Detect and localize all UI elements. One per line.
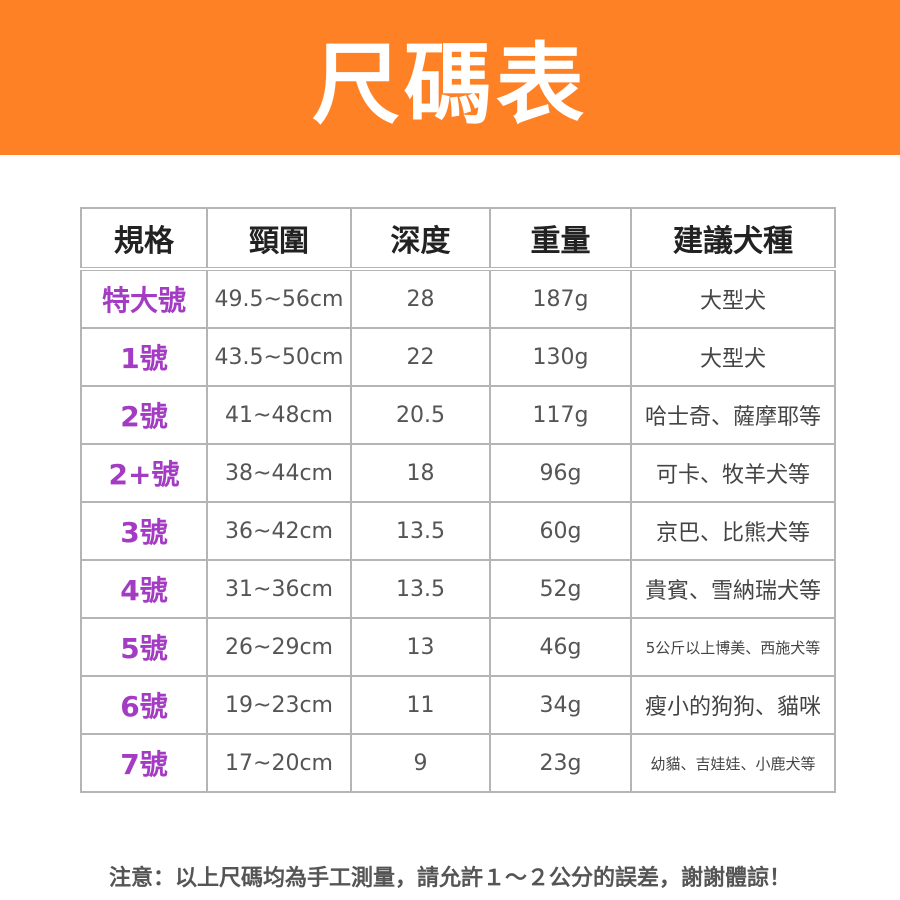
cell-neck: 43.5~50cm — [206, 327, 352, 387]
measurement-note: 注意：以上尺碼均為手工測量，請允許１～２公分的誤差，謝謝體諒！ — [108, 866, 791, 891]
table-row: 2+號 38~44cm 18 96g 可卡、牧羊犬等 — [80, 443, 836, 503]
cell-depth: 13.5 — [350, 559, 491, 619]
cell-depth: 22 — [350, 327, 491, 387]
cell-weight: 117g — [489, 385, 632, 445]
cell-weight: 130g — [489, 327, 632, 387]
cell-size: 3號 — [80, 501, 208, 561]
cell-breed: 哈士奇、薩摩耶等 — [630, 385, 836, 445]
table-row: 7號 17~20cm 9 23g 幼貓、吉娃娃、小鹿犬等 — [80, 733, 836, 793]
cell-weight: 187g — [489, 268, 632, 329]
cell-size: 特大號 — [80, 268, 208, 329]
cell-weight: 46g — [489, 617, 632, 677]
header-col-breed: 建議犬種 — [630, 207, 836, 271]
cell-weight: 96g — [489, 443, 632, 503]
header-col-depth: 深度 — [350, 207, 491, 271]
cell-size: 5號 — [80, 617, 208, 677]
table-row: 1號 43.5~50cm 22 130g 大型犬 — [80, 327, 836, 387]
cell-depth: 18 — [350, 443, 491, 503]
header-col-neck: 頸圍 — [206, 207, 352, 271]
cell-weight: 52g — [489, 559, 632, 619]
cell-weight: 34g — [489, 675, 632, 735]
title-banner: 尺碼表 — [0, 0, 900, 155]
cell-size: 4號 — [80, 559, 208, 619]
cell-neck: 49.5~56cm — [206, 268, 352, 329]
page-title: 尺碼表 — [311, 33, 588, 136]
cell-size: 1號 — [80, 327, 208, 387]
cell-breed: 可卡、牧羊犬等 — [630, 443, 836, 503]
cell-depth: 11 — [350, 675, 491, 735]
cell-depth: 9 — [350, 733, 491, 793]
table-row: 6號 19~23cm 11 34g 瘦小的狗狗、貓咪 — [80, 675, 836, 735]
table-row: 3號 36~42cm 13.5 60g 京巴、比熊犬等 — [80, 501, 836, 561]
cell-neck: 41~48cm — [206, 385, 352, 445]
header-col-size: 規格 — [80, 207, 208, 271]
cell-breed: 幼貓、吉娃娃、小鹿犬等 — [630, 733, 836, 793]
cell-neck: 38~44cm — [206, 443, 352, 503]
table-row: 4號 31~36cm 13.5 52g 貴賓、雪納瑞犬等 — [80, 559, 836, 619]
cell-size: 7號 — [80, 733, 208, 793]
table-header-row: 規格 頸圍 深度 重量 建議犬種 — [80, 207, 836, 271]
header-col-weight: 重量 — [489, 207, 632, 271]
cell-size: 6號 — [80, 675, 208, 735]
cell-breed: 大型犬 — [630, 268, 836, 329]
cell-breed: 5公斤以上博美、西施犬等 — [630, 617, 836, 677]
cell-depth: 20.5 — [350, 385, 491, 445]
cell-depth: 13.5 — [350, 501, 491, 561]
table-row: 2號 41~48cm 20.5 117g 哈士奇、薩摩耶等 — [80, 385, 836, 445]
cell-breed: 京巴、比熊犬等 — [630, 501, 836, 561]
cell-breed: 貴賓、雪納瑞犬等 — [630, 559, 836, 619]
table-row: 5號 26~29cm 13 46g 5公斤以上博美、西施犬等 — [80, 617, 836, 677]
cell-depth: 28 — [350, 268, 491, 329]
size-table: 規格 頸圍 深度 重量 建議犬種 特大號 49.5~56cm 28 187g 大型犬 1號 43.5… — [80, 207, 836, 793]
cell-neck: 31~36cm — [206, 559, 352, 619]
cell-neck: 17~20cm — [206, 733, 352, 793]
cell-breed: 大型犬 — [630, 327, 836, 387]
cell-breed: 瘦小的狗狗、貓咪 — [630, 675, 836, 735]
table-row: 特大號 49.5~56cm 28 187g 大型犬 — [80, 268, 836, 329]
cell-neck: 19~23cm — [206, 675, 352, 735]
cell-weight: 23g — [489, 733, 632, 793]
cell-neck: 36~42cm — [206, 501, 352, 561]
cell-depth: 13 — [350, 617, 491, 677]
cell-weight: 60g — [489, 501, 632, 561]
cell-size: 2號 — [80, 385, 208, 445]
cell-neck: 26~29cm — [206, 617, 352, 677]
cell-size: 2+號 — [80, 443, 208, 503]
